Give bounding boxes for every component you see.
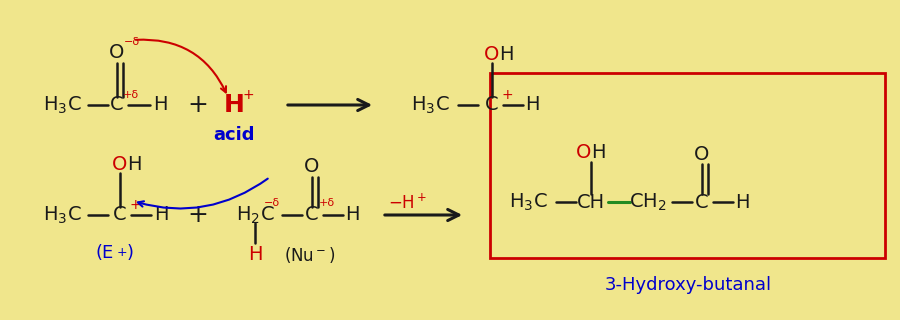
Text: H: H: [734, 193, 749, 212]
Text: C: C: [305, 205, 319, 225]
Text: O: O: [576, 142, 591, 162]
Text: −δ: −δ: [264, 198, 280, 208]
Text: O: O: [484, 45, 500, 65]
Text: H: H: [153, 95, 167, 115]
Text: H: H: [499, 45, 513, 65]
Text: +δ: +δ: [123, 90, 140, 100]
Text: 3-Hydroxy-butanal: 3-Hydroxy-butanal: [605, 276, 771, 294]
Text: −δ: −δ: [124, 37, 140, 47]
Text: H: H: [590, 142, 605, 162]
Text: +δ: +δ: [319, 198, 335, 208]
Text: C: C: [695, 193, 709, 212]
Text: O: O: [304, 157, 320, 177]
Text: C: C: [113, 205, 127, 225]
Text: $-$H$^+$: $-$H$^+$: [388, 193, 427, 213]
Text: ): ): [127, 244, 133, 262]
Text: H: H: [223, 93, 245, 117]
Text: O: O: [694, 145, 710, 164]
Text: H: H: [127, 156, 141, 174]
Bar: [490, 73, 885, 258]
Text: H: H: [525, 95, 539, 115]
Text: H$_3$C: H$_3$C: [42, 204, 81, 226]
Text: O: O: [109, 44, 125, 62]
Text: (Nu$^-$): (Nu$^-$): [284, 245, 336, 265]
Text: H$_3$C: H$_3$C: [42, 94, 81, 116]
Text: H: H: [154, 205, 168, 225]
Text: +: +: [242, 88, 254, 102]
Text: C: C: [110, 95, 124, 115]
Text: +: +: [187, 93, 209, 117]
Text: acid: acid: [213, 126, 255, 144]
Text: CH: CH: [577, 193, 605, 212]
Text: O: O: [112, 156, 128, 174]
Text: +: +: [117, 246, 127, 260]
Text: +: +: [187, 203, 209, 227]
Text: +: +: [501, 88, 513, 102]
Text: CH$_2$: CH$_2$: [629, 191, 667, 213]
Text: C: C: [485, 95, 499, 115]
Text: H: H: [248, 245, 262, 265]
Text: H$_2$C: H$_2$C: [236, 204, 274, 226]
Text: (E: (E: [96, 244, 114, 262]
Text: H$_3$C: H$_3$C: [410, 94, 449, 116]
Text: +: +: [130, 198, 140, 212]
Text: H: H: [345, 205, 359, 225]
Text: H$_3$C: H$_3$C: [508, 191, 547, 213]
